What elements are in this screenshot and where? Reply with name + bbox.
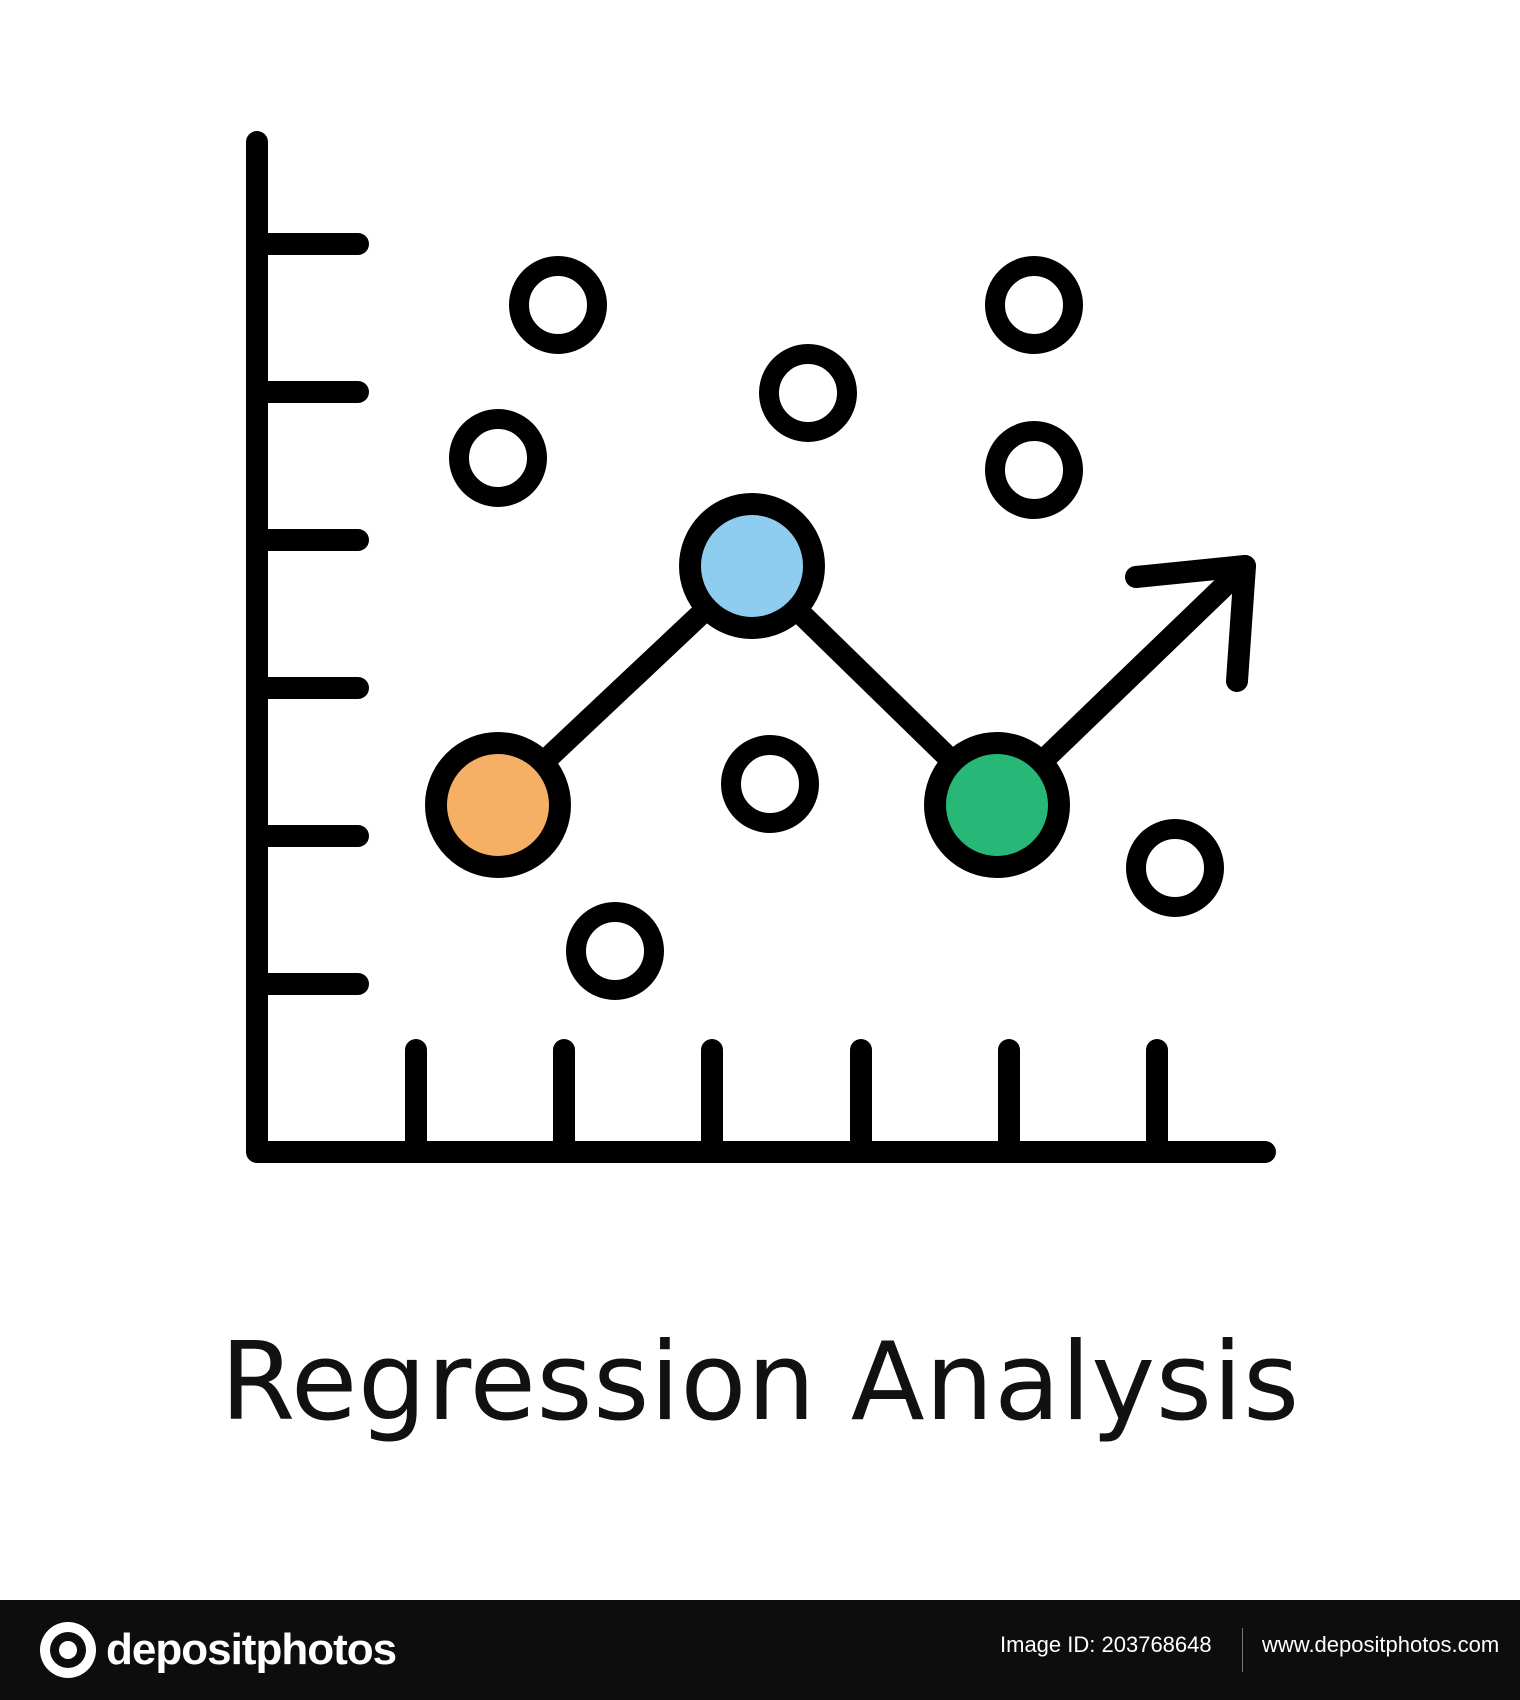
chart-axes-icon (246, 131, 1276, 1163)
caption-title: Regression Analysis (220, 1320, 1300, 1445)
watermark-footer: depositphotos Image ID: 203768648 www.de… (0, 1600, 1520, 1700)
scatter-dot-icon (566, 902, 664, 1000)
image-id-value: 203768648 (1101, 1632, 1212, 1657)
brand-name: depositphotos (106, 1625, 397, 1674)
depositphotos-logo-icon (40, 1622, 96, 1678)
scatter-dot-icon (985, 256, 1083, 354)
highlight-point-right (924, 732, 1070, 878)
scatter-dot-icon (509, 256, 607, 354)
footer-divider (1242, 1628, 1243, 1672)
image-id: Image ID: 203768648 (1000, 1632, 1212, 1658)
y-axis-ticks (246, 233, 369, 995)
site-url: www.depositphotos.com (1262, 1632, 1500, 1657)
trend-arrow-icon (1125, 555, 1256, 692)
regression-chart-icon (246, 131, 1276, 1163)
image-id-label: Image ID: (1000, 1632, 1096, 1657)
scatter-dot-icon (1126, 819, 1224, 917)
scatter-dot-icon (449, 409, 547, 507)
highlight-point-peak (679, 493, 825, 639)
highlight-point-left (425, 732, 571, 878)
x-axis-ticks (405, 1039, 1168, 1163)
scatter-dot-icon (759, 344, 857, 442)
trend-line (487, 555, 1256, 816)
scatter-dot-icon (721, 735, 819, 833)
scatter-dot-icon (985, 421, 1083, 519)
scatter-points (449, 256, 1224, 1000)
brand: depositphotos (40, 1622, 397, 1678)
